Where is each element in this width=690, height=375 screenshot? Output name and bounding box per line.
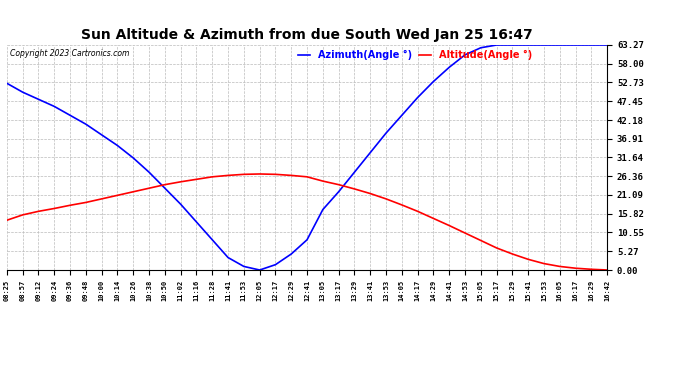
Legend: Azimuth(Angle °), Altitude(Angle °): Azimuth(Angle °), Altitude(Angle °) <box>298 50 532 60</box>
Title: Sun Altitude & Azimuth from due South Wed Jan 25 16:47: Sun Altitude & Azimuth from due South We… <box>81 28 533 42</box>
Text: Copyright 2023 Cartronics.com: Copyright 2023 Cartronics.com <box>10 50 129 58</box>
